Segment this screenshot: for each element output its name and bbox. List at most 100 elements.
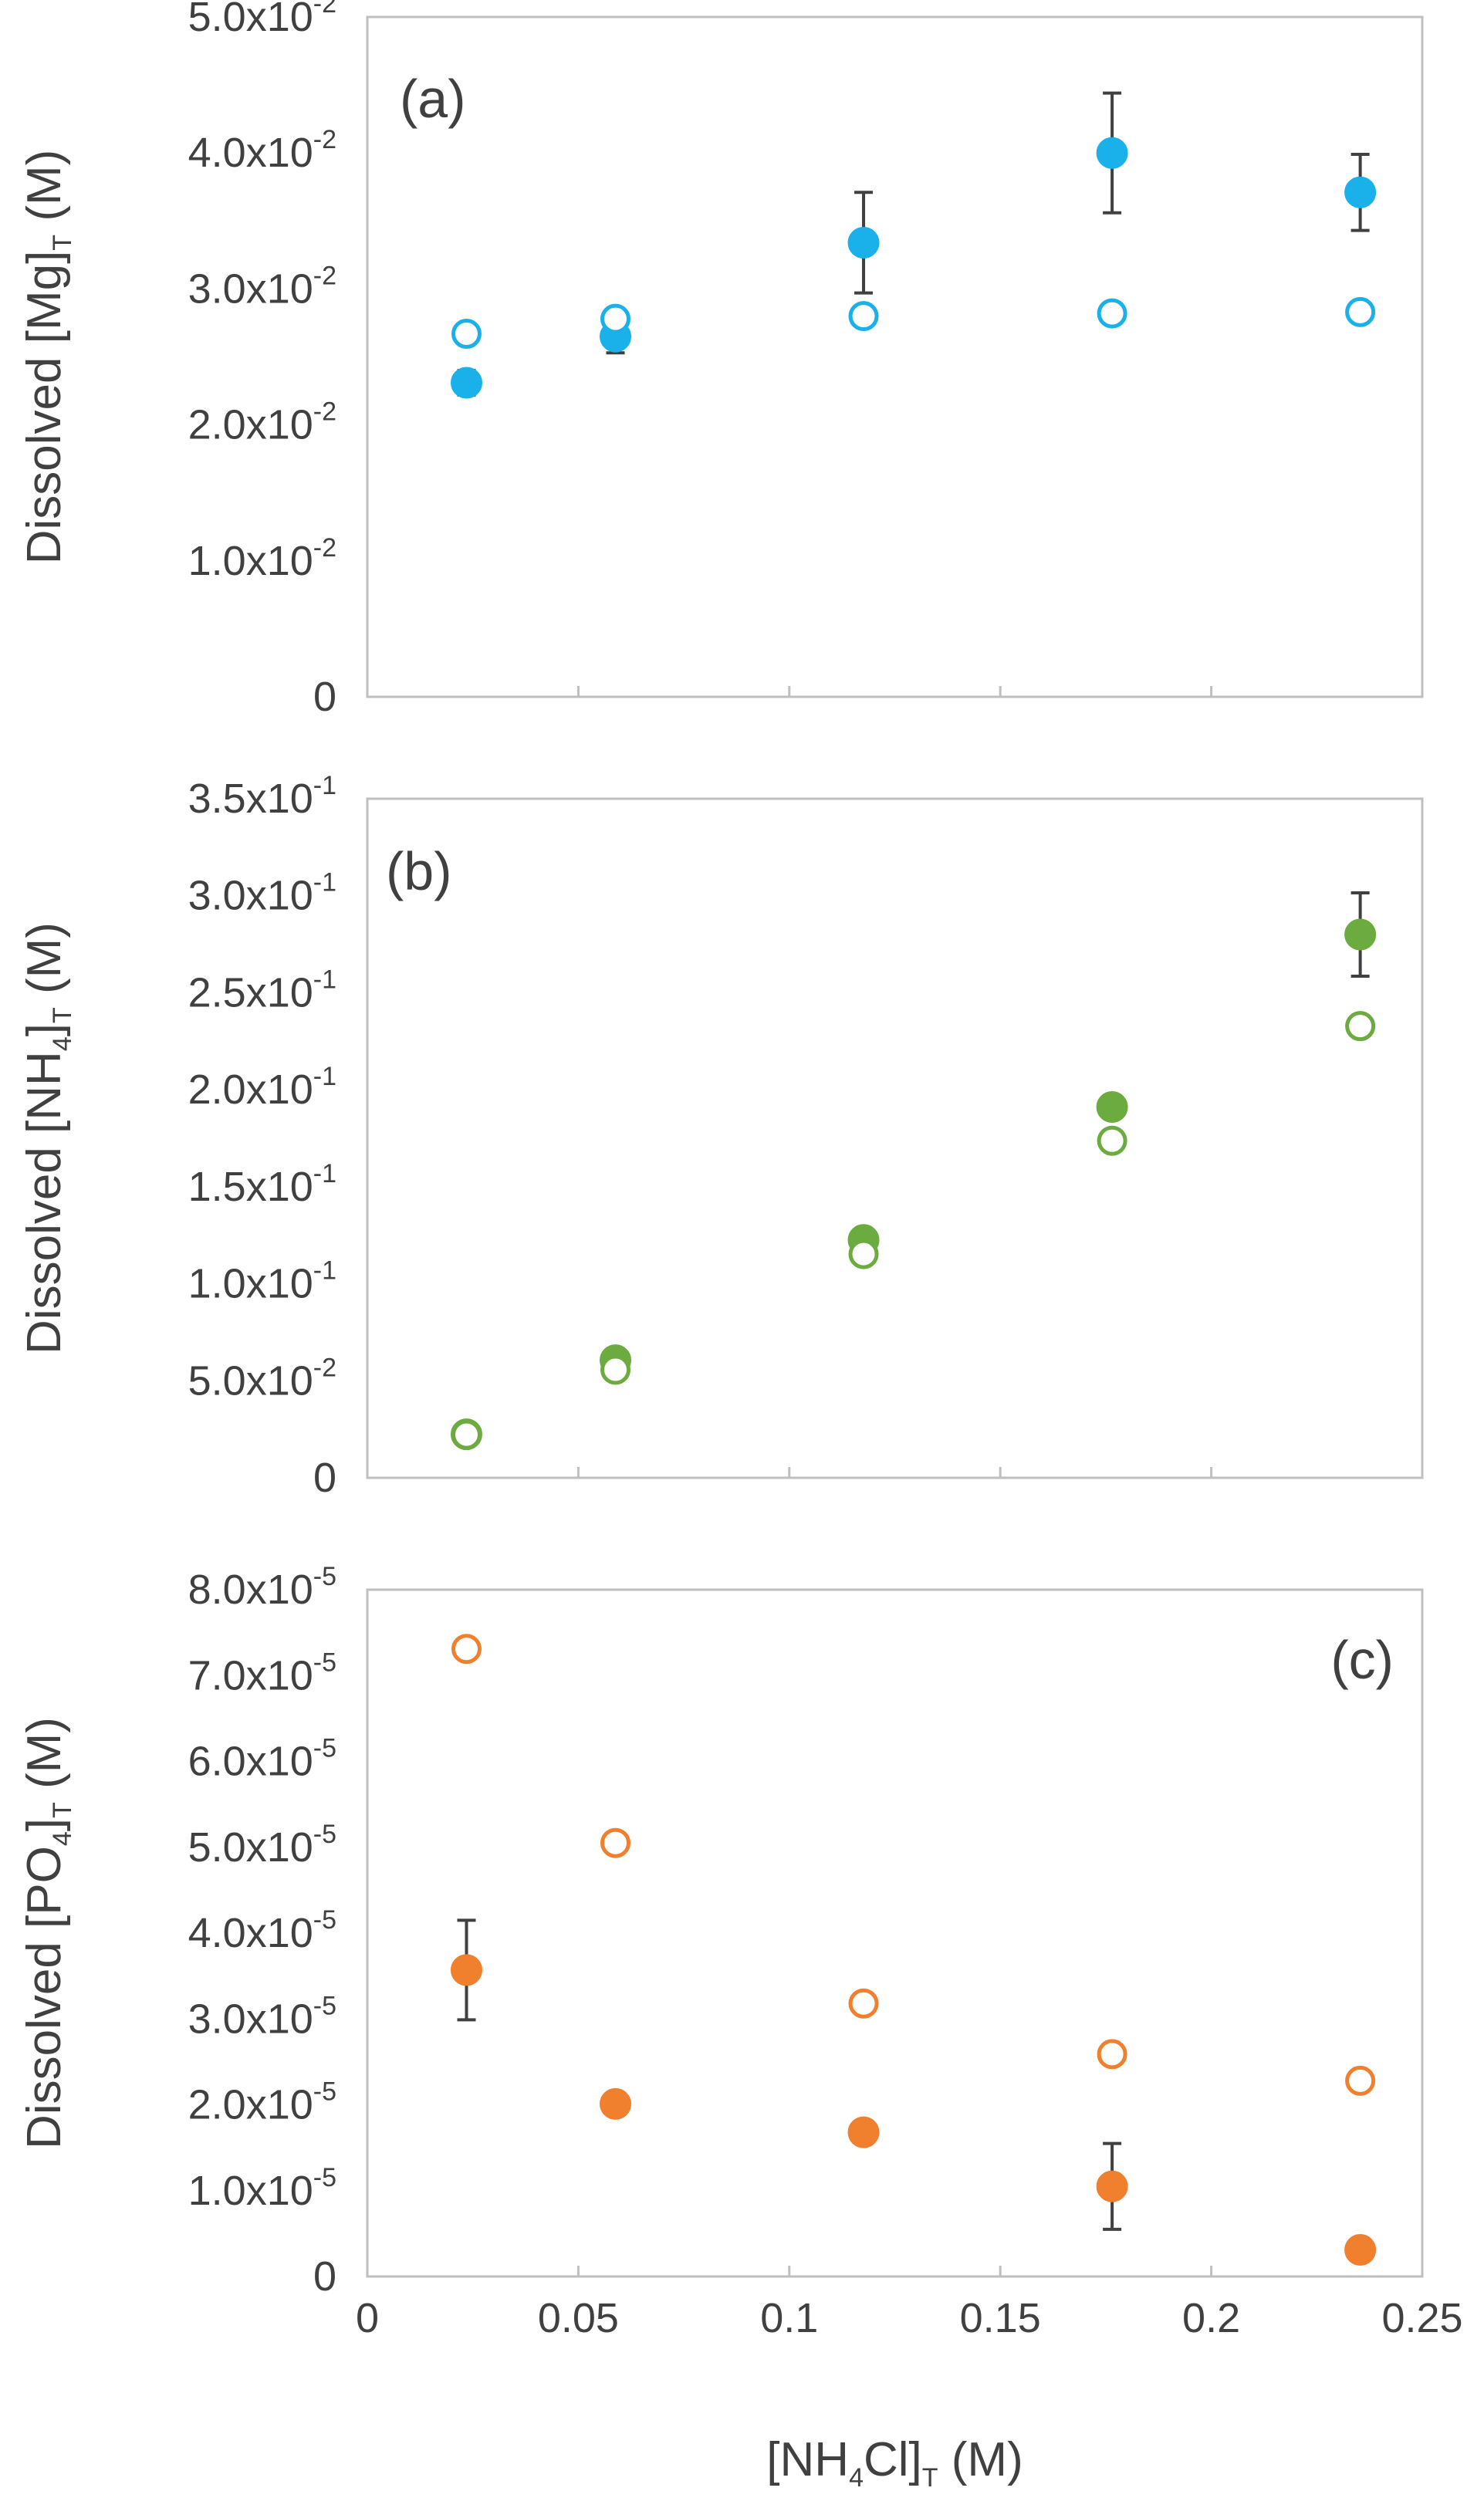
data-point-open: [600, 1354, 631, 1385]
tick-exponent: -1: [313, 1256, 336, 1286]
y-tick-label: 7.0x10-5: [188, 1648, 336, 1698]
data-point-open: [1097, 1125, 1127, 1156]
x-tick-label: 0.05: [538, 2295, 619, 2341]
tick-mantissa: 5.0x10: [188, 1357, 313, 1404]
tick-exponent: -5: [313, 1905, 336, 1935]
label-text: Cl]: [864, 2433, 922, 2486]
data-point-filled: [1344, 176, 1377, 208]
panel-b: 05.0x10-21.0x10-11.5x10-12.0x10-12.5x10-…: [18, 771, 1424, 1501]
panel-label: (b): [386, 841, 452, 901]
tick-mantissa: 3.5x10: [188, 776, 313, 822]
label-subscript: T: [48, 1007, 77, 1023]
tick-exponent: -5: [313, 2163, 336, 2192]
tick-mantissa: 5.0x10: [188, 1824, 313, 1871]
y-tick-label: 1.0x10-2: [188, 533, 336, 584]
y-tick-label: 0: [313, 674, 336, 720]
tick-mantissa: 2.0x10: [188, 2082, 313, 2128]
data-point-filled: [1344, 918, 1377, 951]
x-tick-label: 0.25: [1381, 2295, 1462, 2341]
panel-label: (a): [400, 69, 466, 129]
tick-exponent: -1: [313, 868, 336, 897]
tick-exponent: -2: [313, 0, 336, 19]
label-subscript: 4: [48, 1831, 77, 1846]
tick-exponent: -5: [313, 1991, 336, 2020]
data-point-filled: [600, 2087, 632, 2120]
panel-c: 0 0.05 0.1 0.15 0.2 0.2501.0x10-52.0x10-53.0x…: [18, 1562, 1463, 2493]
tick-mantissa: 2.0x10: [188, 1066, 313, 1113]
tick-exponent: -5: [313, 2077, 336, 2107]
plot-frame: [366, 797, 1424, 1479]
tick-exponent: -2: [313, 1353, 336, 1382]
tick-mantissa: 4.0x10: [188, 1910, 313, 1956]
tick-exponent: -1: [313, 1159, 336, 1188]
panel-a: 01.0x10-22.0x10-23.0x10-24.0x10-25.0x10-…: [18, 0, 1424, 720]
tick-mantissa: 1.0x10: [188, 538, 313, 584]
tick-mantissa: 4.0x10: [188, 130, 313, 176]
label-subscript: T: [48, 1802, 77, 1818]
tick-exponent: -5: [313, 1820, 336, 1849]
y-tick-label: 1.0x10-1: [188, 1256, 336, 1307]
label-text: (M): [18, 150, 71, 235]
tick-mantissa: 1.0x10: [188, 1261, 313, 1307]
y-tick-label: 0: [313, 2253, 336, 2300]
tick-exponent: -1: [313, 771, 336, 800]
tick-exponent: -2: [313, 125, 336, 154]
tick-mantissa: 0: [313, 1455, 336, 1501]
panel-label: (c): [1330, 1630, 1394, 1690]
plot-frame: [366, 15, 1424, 698]
data-point-open: [451, 319, 482, 350]
tick-exponent: -2: [313, 261, 336, 290]
label-text: (M): [938, 2433, 1023, 2486]
tick-mantissa: 0: [313, 2253, 336, 2300]
data-point-filled: [450, 367, 482, 399]
tick-mantissa: 8.0x10: [188, 1567, 313, 1613]
label-text: Dissolved [PO: [18, 1846, 71, 2149]
y-tick-label: 8.0x10-5: [188, 1562, 336, 1613]
tick-exponent: -2: [313, 533, 336, 563]
label-subscript: 4: [849, 2463, 864, 2493]
tick-exponent: -5: [313, 1562, 336, 1591]
tick-mantissa: 0: [313, 674, 336, 720]
y-axis-title: Dissolved [PO4]T (M): [18, 1717, 77, 2149]
x-tick-label: 0.1: [760, 2295, 818, 2341]
tick-mantissa: 2.0x10: [188, 402, 313, 448]
x-axis-title: [NH4Cl]T (M): [766, 2433, 1023, 2493]
y-tick-label: 3.5x10-1: [188, 771, 336, 822]
label-text: [NH: [766, 2433, 849, 2486]
tick-mantissa: 6.0x10: [188, 1739, 313, 1785]
y-tick-label: 4.0x10-2: [188, 125, 336, 176]
y-tick-label: 2.5x10-1: [188, 965, 336, 1016]
y-tick-label: 5.0x10-2: [188, 1353, 336, 1404]
y-tick-label: 3.0x10-2: [188, 261, 336, 312]
data-point-open: [600, 1827, 631, 1858]
tick-exponent: -1: [313, 1062, 336, 1091]
label-subscript: 4: [48, 1036, 77, 1051]
y-tick-label: 2.0x10-1: [188, 1062, 336, 1113]
data-point-filled: [1344, 2234, 1377, 2266]
data-point-open: [848, 301, 879, 332]
y-axis-title: Dissolved [Mg]T (M): [18, 150, 77, 565]
y-tick-label: 6.0x10-5: [188, 1734, 336, 1785]
label-text: ]: [18, 1818, 71, 1831]
tick-exponent: -2: [313, 397, 336, 427]
label-text: (M): [18, 922, 71, 1007]
tick-mantissa: 3.0x10: [188, 1996, 313, 2042]
y-tick-label: 0: [313, 1455, 336, 1501]
data-point-filled: [450, 1954, 482, 1986]
data-point-open: [1097, 298, 1127, 329]
data-point-open: [451, 1634, 482, 1665]
tick-mantissa: 7.0x10: [188, 1652, 313, 1698]
data-point-open: [600, 303, 631, 334]
data-point-open: [451, 1419, 482, 1450]
y-tick-label: 3.0x10-5: [188, 1991, 336, 2042]
data-point-open: [1097, 2039, 1127, 2070]
y-tick-label: 5.0x10-2: [188, 0, 336, 40]
tick-mantissa: 5.0x10: [188, 0, 313, 40]
label-text: (M): [18, 1717, 71, 1802]
data-point-filled: [847, 2116, 880, 2148]
y-tick-label: 2.0x10-2: [188, 397, 336, 448]
label-subscript: T: [922, 2463, 938, 2493]
y-tick-label: 5.0x10-5: [188, 1820, 336, 1871]
y-axis-title: Dissolved [NH4]T (M): [18, 922, 77, 1354]
